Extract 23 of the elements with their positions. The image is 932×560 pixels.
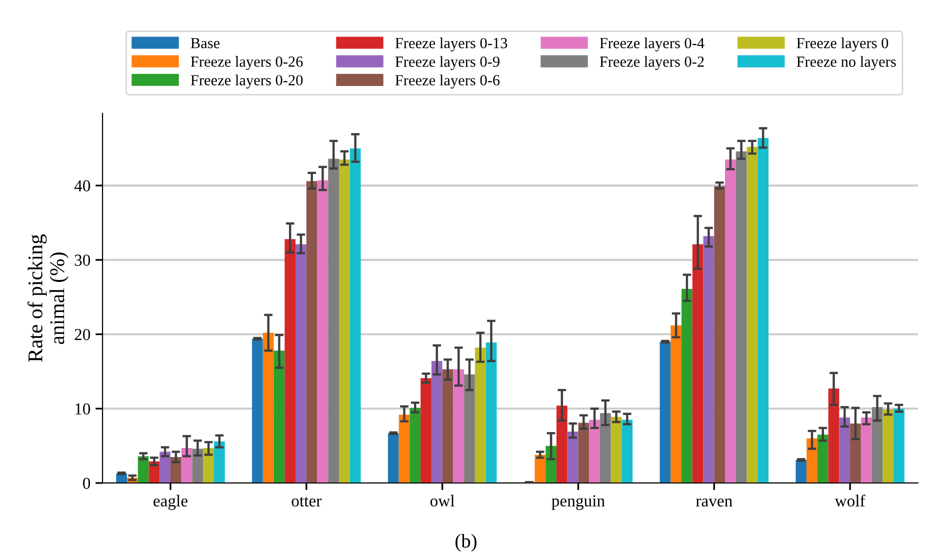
legend-label: Freeze layers 0 (796, 38, 888, 52)
legend-label: Freeze layers 0-26 (190, 56, 303, 70)
legend-label: Freeze no layers (796, 56, 896, 70)
legend-label: Freeze layers 0-20 (190, 74, 303, 89)
x-tick-label: owl (430, 494, 454, 507)
text: (b) (456, 534, 476, 552)
x-tick-label: otter (292, 496, 322, 507)
x-tick-label: penguin (552, 495, 605, 510)
x-tick-label: wolf (834, 494, 866, 507)
y-tick-label: 30 (74, 254, 90, 266)
legend-label: Base (190, 38, 220, 48)
y-tick-label: 10 (76, 403, 90, 415)
legend-label: Freeze layers 0-9 (395, 56, 500, 70)
legend-label: Freeze layers 0-13 (395, 38, 508, 52)
y-tick-label: 20 (74, 328, 90, 340)
y-axis-title: Rate of picking animal (%) (28, 234, 68, 362)
x-tick-label: eagle (154, 494, 188, 510)
y-tick-label: 40 (74, 180, 90, 192)
legend-label: Freeze layers 0-6 (395, 74, 500, 89)
y-tick-label: 0 (83, 478, 90, 489)
legend-label: Freeze layers 0-4 (600, 38, 704, 52)
legend-label: Freeze layers 0-2 (600, 56, 704, 70)
x-tick-label: raven (696, 498, 732, 507)
